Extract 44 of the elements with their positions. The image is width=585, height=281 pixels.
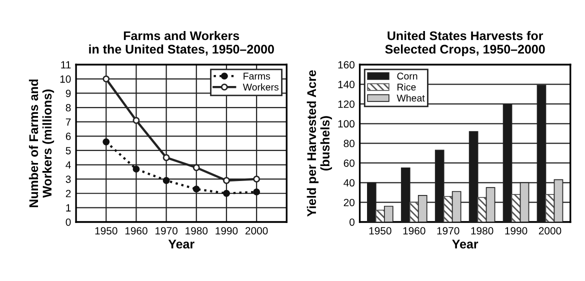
legend-label: Farms — [244, 72, 270, 80]
x-tick-label: 1950 — [369, 227, 392, 234]
chart-title: Farms and Workers in the United States, 1950–2000 — [89, 30, 274, 56]
x-tick-label: 1990 — [505, 227, 528, 234]
y-tick-label: 6 — [66, 132, 71, 140]
y-tick-label: 9 — [66, 90, 71, 98]
x-tick-label: 1960 — [403, 227, 426, 234]
legend-label: Corn — [397, 72, 418, 80]
y-tick-label: 7 — [66, 118, 71, 126]
x-tick-label: 1970 — [156, 227, 178, 234]
y-tick-label: 10 — [60, 75, 71, 83]
y-tick-label: 120 — [338, 100, 355, 108]
y-tick-label: 8 — [66, 104, 71, 112]
legend-label: Workers — [242, 83, 279, 91]
y-tick-label: 80 — [344, 140, 355, 148]
x-tick-label: 2000 — [538, 227, 562, 234]
x-tick-label: 1970 — [437, 227, 460, 234]
x-tick-label: 1960 — [125, 227, 148, 234]
x-tick-label: 1980 — [186, 227, 208, 234]
x-tick-label: 1980 — [471, 227, 494, 234]
chart-title: United States Harvests for Selected Crops, 1950–2000 — [385, 30, 545, 56]
y-tick-label: 160 — [338, 61, 355, 69]
legend-label: Wheat — [396, 94, 425, 102]
x-tick-label: 1950 — [95, 227, 118, 234]
x-tick-label: 1990 — [216, 227, 238, 234]
y-tick-label: 2 — [66, 190, 71, 198]
y-tick-label: 140 — [338, 80, 355, 88]
y-tick-label: 40 — [344, 179, 355, 187]
x-axis-title: Year — [168, 240, 194, 249]
x-axis-title: Year — [452, 240, 478, 249]
y-tick-label: 1 — [66, 204, 71, 212]
y-tick-label: 0 — [350, 218, 355, 226]
y-tick-label: 3 — [66, 176, 71, 183]
x-tick-label: 2000 — [246, 227, 268, 234]
y-tick-label: 11 — [61, 61, 71, 68]
y-tick-label: 100 — [338, 120, 355, 128]
y-axis-title: Number of Farms and Workers (millions) — [28, 80, 54, 208]
y-tick-label: 20 — [344, 198, 355, 206]
y-tick-label: 0 — [66, 218, 71, 226]
legend-label: Rice — [398, 83, 416, 91]
y-tick-label: 4 — [66, 161, 71, 169]
y-tick-label: 5 — [66, 147, 71, 154]
y-tick-label: 60 — [344, 159, 355, 167]
y-axis-title: Yield per Harvested Acre (bushels) — [306, 70, 332, 217]
